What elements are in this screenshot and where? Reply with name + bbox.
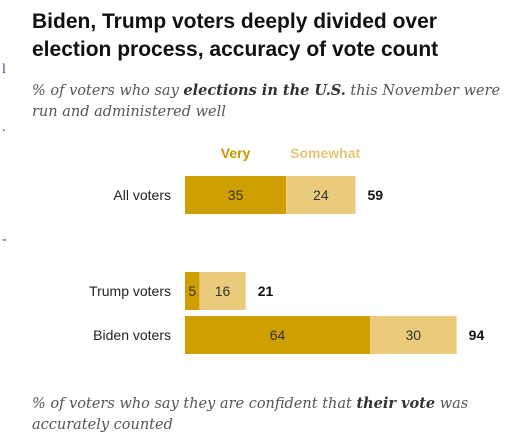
total-label-biden-voters: 94: [469, 327, 485, 343]
bar-somewhat-biden-voters: [369, 316, 457, 354]
bar-value-very-biden-voters: 64: [270, 327, 286, 343]
category-label-biden-voters: Biden voters: [93, 327, 171, 343]
left-edge-glyph-1: l: [2, 62, 6, 77]
subtitle-emphasis: elections in the U.S.: [183, 82, 346, 99]
bar-somewhat-all-voters: [286, 176, 356, 214]
bar-very-biden-voters: [185, 316, 370, 354]
second-chart-subtitle: % of voters who say they are confident t…: [32, 393, 502, 436]
stacked-bar-chart: Very Somewhat All voters 35 24 59 Trump voters…: [89, 145, 485, 354]
category-label-trump-voters: Trump voters: [89, 283, 171, 299]
left-edge-glyph-3: -: [2, 232, 7, 247]
second-subtitle-emphasis: their vote: [356, 395, 436, 412]
subtitle-text-end: this November were run and administered …: [32, 83, 501, 120]
legend-very: Very: [221, 145, 251, 161]
left-edge-glyph-2: .: [2, 120, 6, 135]
legend-somewhat: Somewhat: [290, 145, 360, 161]
bar-value-somewhat-biden-voters: 30: [406, 327, 422, 343]
chart-subtitle: % of voters who say elections in the U.S…: [32, 80, 502, 123]
bar-somewhat-trump-voters: [199, 272, 246, 310]
second-subtitle-text-start: % of voters who say they are confident t…: [32, 396, 357, 412]
bar-value-somewhat-all-voters: 24: [313, 187, 329, 203]
bar-value-somewhat-trump-voters: 16: [215, 283, 231, 299]
total-label-all-voters: 59: [368, 187, 384, 203]
bar-very-all-voters: [185, 176, 287, 214]
chart-title: Biden, Trump voters deeply divided over …: [32, 10, 439, 61]
second-subtitle-text-end: was accurately counted: [32, 396, 469, 433]
bar-very-trump-voters: [185, 272, 200, 310]
bar-value-very-trump-voters: 5: [188, 283, 196, 299]
category-label-all-voters: All voters: [113, 187, 171, 203]
total-label-trump-voters: 21: [258, 283, 274, 299]
subtitle-text-start: % of voters who say: [32, 83, 184, 99]
bar-value-very-all-voters: 35: [228, 187, 244, 203]
